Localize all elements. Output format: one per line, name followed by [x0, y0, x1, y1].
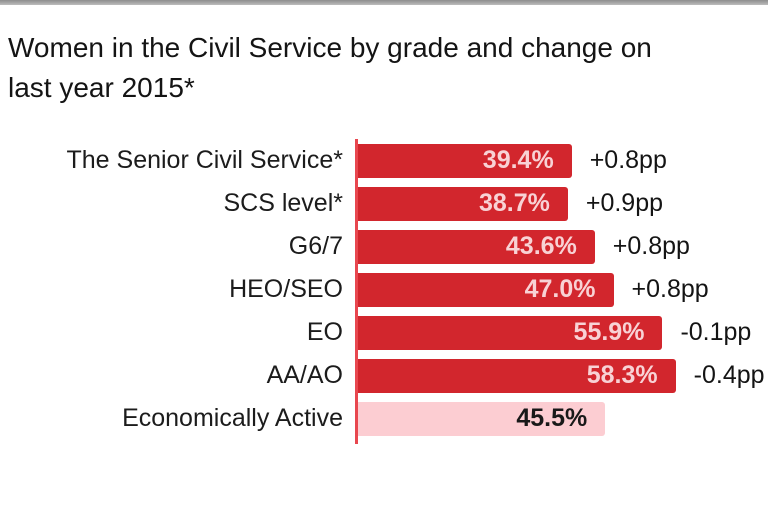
change-label: +0.8pp — [631, 275, 709, 303]
top-strip — [0, 0, 768, 5]
chart-title: Women in the Civil Service by grade and … — [8, 28, 652, 108]
bar-row: Economically Active 45.5% — [0, 397, 768, 440]
change-label: -0.1pp — [680, 318, 752, 346]
bar-row: EO 55.9% -0.1pp — [0, 311, 768, 354]
bar: 45.5% — [355, 401, 606, 436]
bar-row: SCS level* 38.7% +0.9pp — [0, 182, 768, 225]
bar: 58.3% — [355, 358, 676, 393]
bar-track: 58.3% -0.4pp — [355, 354, 768, 397]
axis-line — [355, 139, 358, 444]
bar-track: 38.7% +0.9pp — [355, 182, 768, 225]
bar: 47.0% — [355, 272, 614, 307]
bar-rows-container: The Senior Civil Service* 39.4% +0.8pp SCS … — [0, 139, 768, 440]
change-label: +0.8pp — [612, 232, 690, 260]
chart-title-line1: Women in the Civil Service by grade and … — [8, 32, 652, 63]
category-label: AA/AO — [266, 361, 343, 389]
category-label: SCS level* — [223, 189, 344, 217]
change-label: +0.9pp — [585, 189, 664, 217]
bar-track: 47.0% +0.8pp — [355, 268, 768, 311]
bar-track: 55.9% -0.1pp — [355, 311, 768, 354]
bar-value-label: 39.4% — [482, 146, 554, 174]
bar-value-label: 43.6% — [505, 232, 577, 260]
chart-title-line2: last year 2015* — [8, 72, 195, 103]
bar-row: G6/7 43.6% +0.8pp — [0, 225, 768, 268]
bar-row: HEO/SEO 47.0% +0.8pp — [0, 268, 768, 311]
bar: 43.6% — [355, 229, 595, 264]
bar: 39.4% — [355, 143, 572, 178]
bar-value-label: 45.5% — [516, 404, 588, 432]
bar-value-label: 58.3% — [586, 361, 658, 389]
bar-row: The Senior Civil Service* 39.4% +0.8pp — [0, 139, 768, 182]
category-label: HEO/SEO — [229, 275, 343, 303]
bar-value-label: 38.7% — [478, 189, 550, 217]
bar-track: 43.6% +0.8pp — [355, 225, 768, 268]
change-label: +0.8pp — [589, 146, 667, 174]
bar-chart: The Senior Civil Service* 39.4% +0.8pp SCS … — [0, 139, 768, 444]
category-label: The Senior Civil Service* — [66, 146, 344, 174]
bar-track: 45.5% — [355, 397, 768, 440]
category-label: EO — [306, 318, 343, 346]
bar: 38.7% — [355, 186, 568, 221]
category-label: Economically Active — [122, 404, 343, 432]
bar-value-label: 55.9% — [573, 318, 645, 346]
bar-value-label: 47.0% — [524, 275, 596, 303]
bar: 55.9% — [355, 315, 663, 350]
bar-row: AA/AO 58.3% -0.4pp — [0, 354, 768, 397]
bar-track: 39.4% +0.8pp — [355, 139, 768, 182]
category-label: G6/7 — [288, 232, 343, 260]
change-label: -0.4pp — [693, 361, 765, 389]
